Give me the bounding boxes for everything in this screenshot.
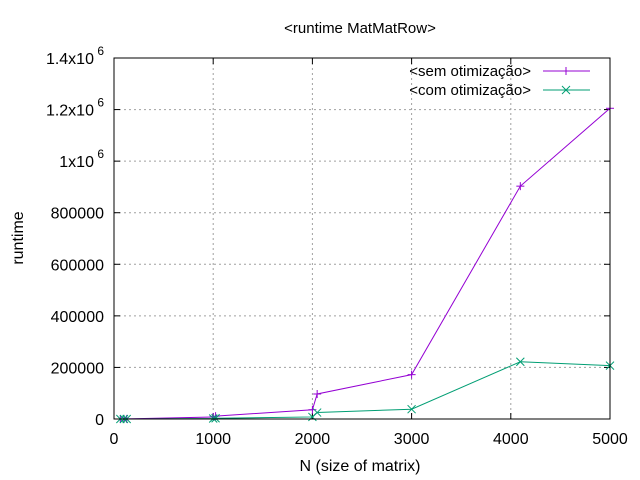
series-0 — [116, 104, 614, 423]
data-point — [313, 389, 322, 398]
y-tick-label: 1.2x10 6 — [46, 96, 104, 120]
y-tick-label-base: 1.2x10 — [46, 103, 94, 120]
data-point — [308, 405, 317, 414]
legend-item: <sem otimização> — [409, 63, 590, 80]
x-tick-label: 2000 — [295, 431, 331, 448]
y-tick-label-base: 800000 — [51, 206, 104, 223]
legend-marker — [562, 67, 570, 75]
x-tick-label: 1000 — [195, 431, 231, 448]
y-tick-label: 0 — [95, 412, 104, 429]
series-layer — [115, 104, 615, 424]
series-line — [120, 361, 611, 420]
x-tick-label: 3000 — [394, 431, 430, 448]
data-point — [208, 414, 218, 423]
x-tick-label: 5000 — [592, 431, 628, 448]
x-tick-label: 4000 — [493, 431, 529, 448]
data-point — [312, 408, 322, 417]
y-tick-label: 400000 — [51, 309, 104, 326]
legend: <sem otimização> <com otimização> — [409, 63, 590, 99]
y-tick-label-exponent: 6 — [94, 96, 104, 110]
data-point — [407, 370, 416, 379]
y-tick-label: 200000 — [51, 360, 104, 377]
plot-frame — [113, 57, 611, 420]
legend-label: <com otimização> — [409, 82, 531, 99]
y-axis-label: runtime — [10, 211, 27, 264]
y-tick-label-base: 600000 — [51, 257, 104, 274]
data-point — [516, 182, 525, 191]
legend-label: <sem otimização> — [409, 63, 531, 80]
legend-item: <com otimização> — [409, 82, 590, 99]
y-tick-label: 1x10 6 — [59, 147, 104, 171]
x-axis-ticks: 0 1000 2000 3000 4000 5000 — [110, 58, 628, 448]
data-point — [515, 357, 525, 367]
chart-title: <runtime MatMatRow> — [284, 20, 436, 37]
y-tick-label-base: 400000 — [51, 309, 104, 326]
series-line — [120, 107, 611, 420]
y-tick-label: 800000 — [51, 206, 104, 223]
x-tick-label: 0 — [110, 431, 119, 448]
y-tick-label: 1.4x10 6 — [46, 44, 104, 68]
y-tick-label: 600000 — [51, 257, 104, 274]
grid — [114, 58, 610, 419]
y-tick-label-exponent: 6 — [94, 44, 104, 58]
y-tick-label-base: 1x10 — [59, 154, 94, 171]
data-point — [407, 404, 416, 414]
y-tick-label-exponent: 6 — [94, 147, 104, 161]
y-tick-label-base: 1.4x10 — [46, 51, 94, 68]
data-point — [211, 413, 220, 423]
legend-marker — [561, 85, 571, 95]
y-tick-label-base: 0 — [95, 412, 104, 429]
y-tick-label-base: 200000 — [51, 360, 104, 377]
x-axis-label: N (size of matrix) — [300, 458, 421, 475]
